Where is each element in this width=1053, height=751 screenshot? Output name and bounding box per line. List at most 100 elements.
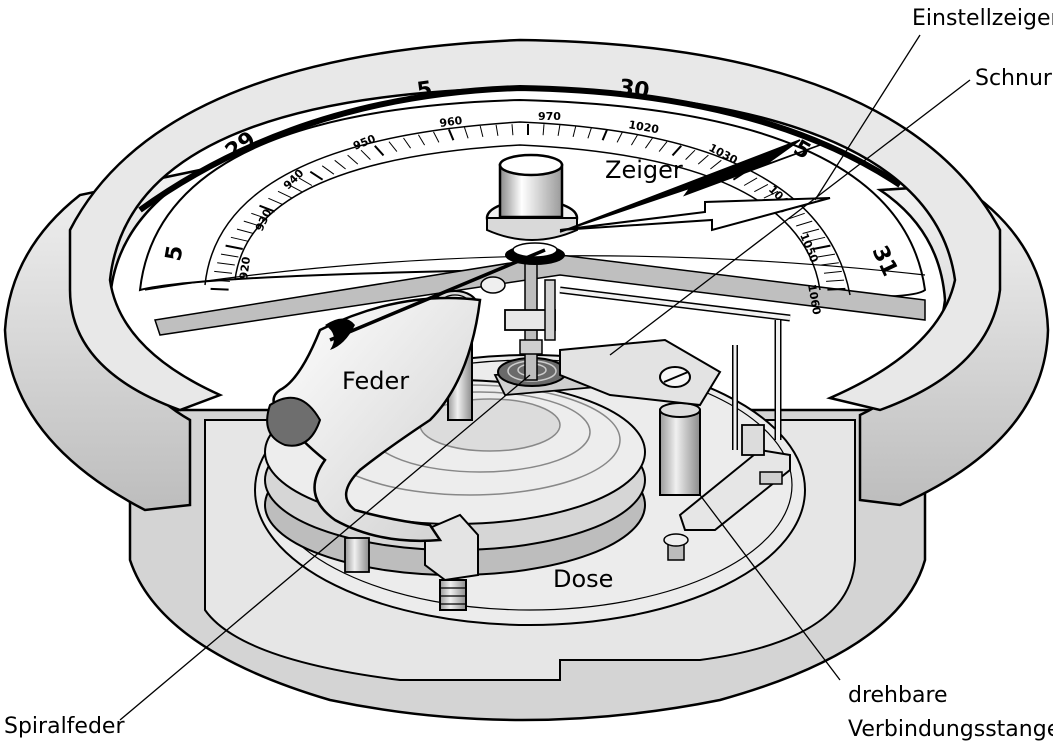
- dial-tick: [210, 287, 229, 291]
- dial-tick: [601, 129, 609, 141]
- dial-tick: [826, 279, 845, 282]
- label-feder: Feder: [342, 367, 409, 395]
- pointers: [329, 139, 831, 342]
- dial-tick: [658, 141, 668, 152]
- leader-einstellzeiger: [814, 34, 921, 201]
- dial-tick: [827, 287, 846, 291]
- dial-tick: [225, 244, 243, 250]
- dial-tick: [268, 197, 284, 206]
- label-verbindungsstange: Verbindungsstange: [848, 717, 1053, 742]
- dial-tick: [821, 262, 839, 266]
- scale-label-960: 960: [439, 114, 464, 130]
- dial-tick: [644, 137, 653, 149]
- dial-tick: [671, 145, 682, 157]
- label-drehbare: drehbare: [848, 683, 948, 708]
- dial-tick: [479, 125, 484, 138]
- dial-tick: [710, 159, 722, 170]
- shaft-collar: [519, 339, 543, 355]
- dial-tick: [360, 149, 371, 160]
- linkage-stud: [759, 471, 783, 485]
- right-post: [659, 409, 701, 496]
- inner-scale-ring-outer: [204, 121, 851, 296]
- dial-tick: [403, 137, 412, 149]
- dial-tick: [309, 170, 324, 181]
- leaders: [119, 34, 971, 721]
- scale-label-920: 920: [237, 256, 253, 281]
- dial-tick: [298, 177, 313, 186]
- linkage-block: [741, 424, 765, 456]
- rear-pin: [544, 279, 556, 341]
- scale-label-1020: 1020: [627, 118, 660, 136]
- label-zeiger: Zeiger: [605, 156, 683, 184]
- dial-tick: [447, 129, 455, 141]
- dial-tick: [388, 141, 398, 152]
- label-schnur: Schnur: [975, 66, 1053, 91]
- dial-tick: [230, 236, 248, 242]
- inner-scale-ring-inner: [234, 144, 821, 291]
- dial-tick: [374, 145, 385, 157]
- dial-tick: [630, 134, 639, 146]
- scale-label-970: 970: [538, 110, 561, 123]
- scale-label-1060: 1060: [805, 283, 823, 316]
- dial-tick: [211, 279, 230, 282]
- dial-ticks: [210, 124, 846, 291]
- left-foot-post: [344, 537, 370, 573]
- label-spiralfeder: Spiralfeder: [4, 714, 125, 739]
- dial-tick: [823, 270, 842, 274]
- dial-tick: [697, 154, 709, 165]
- top-rod-hi: [559, 288, 791, 320]
- dial-tick: [464, 127, 469, 139]
- dial-tick: [796, 220, 813, 227]
- dial-tick: [572, 125, 577, 138]
- outer-scale-arc: [138, 84, 902, 213]
- dial-tick: [808, 236, 826, 242]
- dial-tick: [220, 253, 239, 258]
- dial-tick: [763, 190, 779, 199]
- dial-tick: [542, 124, 545, 136]
- adjust-screw: [439, 579, 467, 611]
- einstellzeiger-pointer: [559, 197, 831, 232]
- zeiger-pointer: [559, 139, 821, 233]
- dial-tick: [802, 228, 820, 234]
- screw-arm: [559, 338, 722, 407]
- dial-tick: [417, 134, 426, 146]
- dial-tick: [743, 177, 758, 186]
- dial-tick: [236, 228, 254, 234]
- feder-curl: [266, 396, 322, 447]
- dial-tick: [214, 270, 233, 274]
- dial-tick: [817, 253, 836, 258]
- dial-tick: [259, 204, 276, 213]
- rear-pin-head: [480, 276, 506, 294]
- dial-tick: [243, 220, 260, 227]
- dial-tick: [495, 124, 499, 136]
- zeiger-tail: [329, 248, 546, 342]
- knob-top: [498, 153, 564, 177]
- dial-tick: [321, 165, 335, 175]
- dial-tick: [616, 131, 623, 143]
- screw-slot: [663, 371, 689, 383]
- label-einstellzeiger: Einstellzeiger: [912, 6, 1053, 31]
- leader-schnur: [609, 79, 971, 356]
- dial-tick: [685, 149, 696, 160]
- dial-tick: [217, 262, 235, 266]
- dial-tick: [277, 190, 293, 199]
- scale-label-5-top: 5: [415, 77, 434, 104]
- leader-drehbare: [699, 494, 841, 681]
- dial-tick: [511, 124, 514, 136]
- scale-label-30: 30: [617, 75, 651, 104]
- dial-tick: [347, 154, 359, 165]
- center-knob: [485, 153, 579, 265]
- dial-tick: [557, 124, 561, 136]
- dial-tick: [813, 244, 831, 250]
- clamp-block: [424, 513, 479, 582]
- scale-label-5-left: 5: [161, 244, 188, 263]
- dial-tick: [754, 183, 769, 193]
- knob-collar: [486, 217, 578, 241]
- dial-tick: [287, 183, 302, 193]
- dial-tick: [587, 127, 592, 139]
- dial-tick: [788, 212, 805, 220]
- dial-tick: [251, 212, 268, 220]
- lower-pin-head: [663, 533, 689, 547]
